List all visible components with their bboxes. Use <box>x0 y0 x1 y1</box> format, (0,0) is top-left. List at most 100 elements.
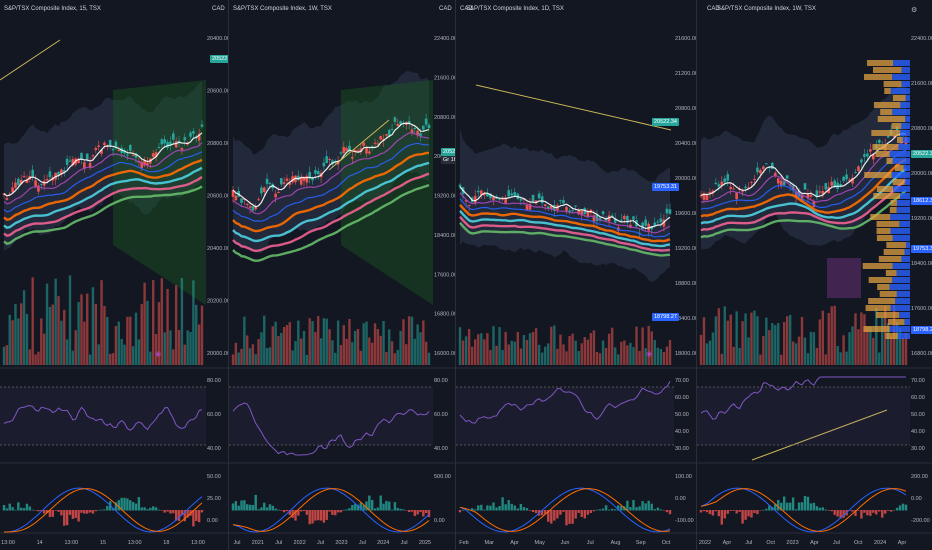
volume-profile-bar <box>892 74 910 80</box>
chart-panel-1[interactable]: 20400.00 20600.00 20800.00 20600.00 20400.00… <box>0 0 228 550</box>
volume-bar <box>362 323 365 365</box>
volume-bar <box>702 317 706 365</box>
volume-bar <box>356 328 360 365</box>
volume-bar <box>741 321 744 365</box>
macd-histogram-bar <box>297 510 300 516</box>
moving-average-line <box>700 149 907 210</box>
macd-axis-label: 500.00 <box>434 474 451 480</box>
macd-histogram-bar <box>461 509 465 511</box>
price-axis-label: 20800.00 <box>207 141 228 147</box>
candle-body <box>872 154 875 160</box>
volume-bar <box>550 326 553 365</box>
chart-canvas-1[interactable]: 20400.00 20600.00 20800.00 20600.00 20400.00… <box>0 0 228 550</box>
candle-body <box>812 201 816 207</box>
moving-average-line <box>3 166 203 229</box>
macd-histogram-bar <box>827 510 830 511</box>
candle-body <box>845 174 848 180</box>
candle-body <box>744 186 747 188</box>
volume-bar <box>848 332 851 365</box>
macd-histogram-bar <box>726 510 729 514</box>
volume-bar <box>759 354 762 365</box>
candle-body <box>492 197 495 201</box>
chart-panel-3[interactable]: 21600.00 21200.00 20800.00 20400.00 20000.00… <box>456 0 696 550</box>
candle-body <box>134 153 138 158</box>
volume-bar <box>788 314 792 365</box>
volume-profile-bar <box>895 298 910 304</box>
volume-bar <box>507 344 510 365</box>
macd-histogram-bar <box>653 509 656 511</box>
moving-average-line <box>459 222 671 257</box>
macd-histogram-bar <box>106 505 109 511</box>
candle-body <box>94 148 98 151</box>
volume-bar <box>800 317 804 365</box>
volume-bar <box>140 304 143 365</box>
volume-bar <box>878 352 881 365</box>
macd-histogram-bar <box>157 509 161 511</box>
macd-histogram-bar <box>815 506 819 511</box>
macd-histogram-bar <box>322 510 326 523</box>
macd-histogram-bar <box>271 505 274 511</box>
volume-bar <box>714 316 718 365</box>
layer-icon-3[interactable]: ◉ <box>646 351 653 358</box>
macd-histogram-bar <box>129 500 132 511</box>
macd-histogram-bar <box>632 499 635 511</box>
volume-bar <box>322 318 326 365</box>
time-axis-label: Jul <box>359 540 366 546</box>
trend-line <box>751 409 888 461</box>
volume-bar <box>501 350 504 365</box>
chart-canvas-2[interactable]: 22400.0021600.0020800.0020000.0019200.00… <box>229 0 455 550</box>
volume-bar <box>589 333 593 365</box>
candle-body <box>351 157 354 159</box>
macd-histogram-bar <box>263 502 266 511</box>
macd-histogram-bar <box>97 509 100 511</box>
volume-bar <box>534 328 538 365</box>
volume-profile-bar <box>877 284 890 290</box>
macd-histogram-bar <box>42 510 46 514</box>
rsi-axis-label: 40.00 <box>911 429 925 435</box>
macd-histogram-bar <box>405 510 408 511</box>
candle-body <box>741 191 744 193</box>
volume-bar <box>280 332 283 365</box>
candle-body <box>732 188 735 190</box>
macd-line <box>700 487 907 533</box>
volume-bar <box>106 317 109 365</box>
macd-histogram-bar <box>331 510 334 515</box>
macd-histogram-bar <box>91 510 95 514</box>
volume-bar <box>610 327 614 365</box>
volume-bar <box>806 353 810 365</box>
settings-icon[interactable]: ⚙ <box>911 7 918 14</box>
chart-panel-2[interactable]: 22400.0021600.0020800.0020000.0019200.00… <box>229 0 455 550</box>
price-axis-label: 18400.00 <box>675 316 696 322</box>
price-tag-4d: 18612.34 <box>911 197 932 205</box>
volume-bar <box>777 323 780 365</box>
volume-profile-bar <box>890 214 910 220</box>
macd-histogram-bar <box>25 503 29 511</box>
price-axis-label: 16800.00 <box>911 351 932 357</box>
rsi-axis-label: 50.00 <box>675 412 689 418</box>
macd-histogram-bar <box>14 509 17 511</box>
volume-profile-bar <box>896 137 903 143</box>
time-axis-label: 14 <box>37 540 43 546</box>
macd-histogram-bar <box>422 510 425 517</box>
volume-profile-bar <box>880 109 893 115</box>
macd-histogram-bar <box>74 510 77 518</box>
chart-canvas-3[interactable]: 21600.00 21200.00 20800.00 20400.00 20000.00… <box>456 0 696 550</box>
macd-histogram-bar <box>416 510 419 515</box>
chart-panel-4[interactable]: 22400.00 21600.00 20800.00 20000.00 19200.00… <box>697 0 932 550</box>
volume-bar <box>601 340 605 365</box>
macd-histogram-bar <box>702 510 706 512</box>
chart-canvas-4[interactable]: 22400.00 21600.00 20800.00 20000.00 19200.00… <box>697 0 932 550</box>
candle-body <box>240 198 243 203</box>
candle-body <box>586 211 590 218</box>
price-axis-label: 21600.00 <box>675 36 696 42</box>
macd-histogram-bar <box>166 510 169 512</box>
volume-bar <box>405 344 408 365</box>
volume-profile-bar <box>889 326 910 332</box>
macd-histogram-bar <box>516 508 520 511</box>
layer-icon-1[interactable]: ◉ <box>155 351 162 358</box>
candle-body <box>565 207 568 211</box>
macd-histogram-bar <box>376 507 380 511</box>
macd-axis-label: 200.00 <box>911 474 928 480</box>
macd-histogram-bar <box>824 509 827 511</box>
volume-bar <box>254 354 257 365</box>
